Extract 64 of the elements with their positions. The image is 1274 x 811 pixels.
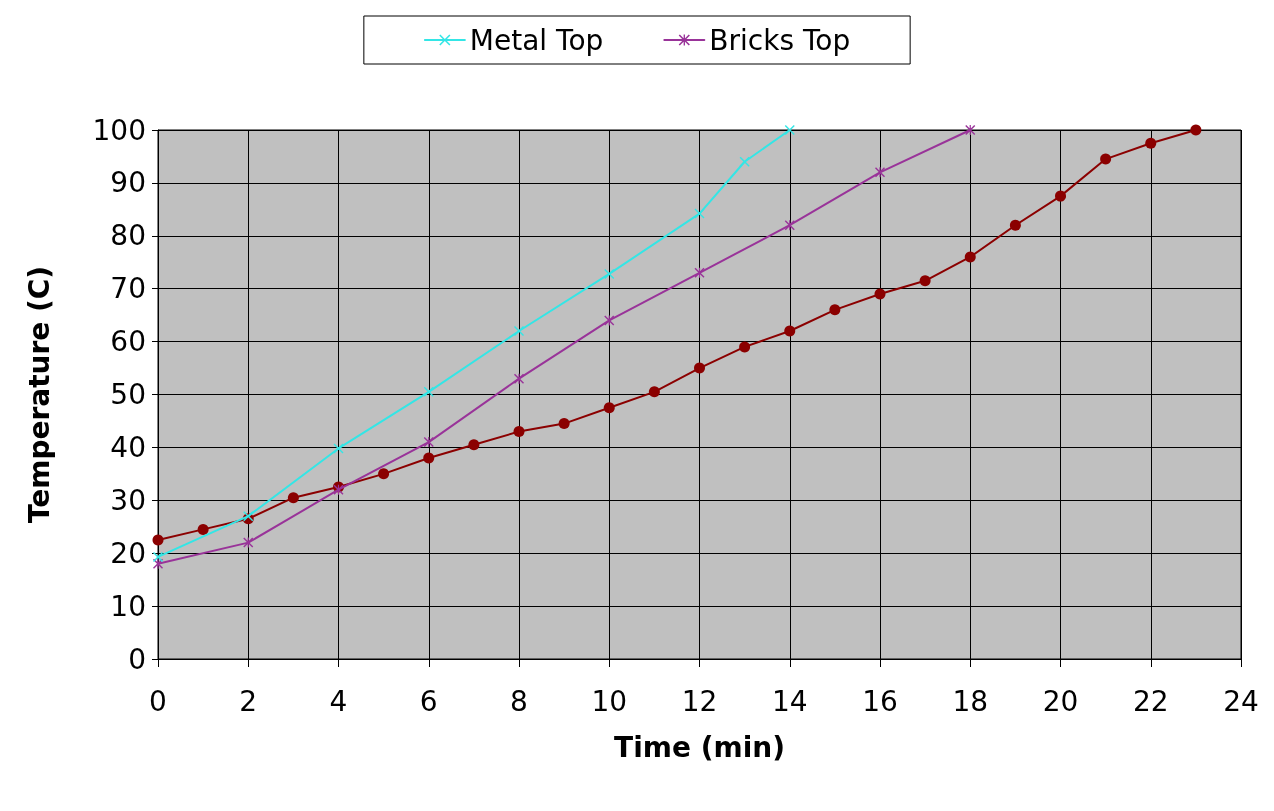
point: [919, 275, 931, 287]
point: [1055, 190, 1066, 202]
y-tick-label: 100: [92, 113, 146, 147]
y-tick-label: 50: [110, 378, 146, 411]
point: [784, 220, 795, 231]
y-tick-label: 10: [110, 589, 146, 623]
y-tick-label: 40: [110, 430, 146, 464]
x-axis-title: Time (min): [614, 730, 785, 764]
point: [423, 386, 434, 397]
point: [513, 426, 525, 438]
point: [514, 373, 524, 384]
point: [153, 558, 163, 569]
point: [964, 251, 976, 263]
point: [1100, 153, 1112, 165]
x-tick-label: 18: [952, 684, 989, 718]
x-tick-label: 22: [1132, 684, 1169, 718]
legend-label: Bricks Top: [709, 23, 851, 57]
point: [648, 386, 660, 398]
point: [694, 362, 705, 374]
point: [514, 326, 524, 337]
x-tick-label: 10: [591, 684, 628, 718]
x-tick-label: 8: [510, 684, 528, 718]
y-tick-label: 80: [110, 219, 146, 253]
point: [423, 452, 435, 464]
point: [694, 208, 705, 219]
point: [1190, 124, 1202, 136]
point: [784, 325, 796, 337]
point: [468, 439, 480, 451]
x-tick-label: 2: [239, 684, 258, 718]
x-tick-label: 14: [771, 684, 808, 718]
x-tick-label: 24: [1223, 684, 1259, 718]
point: [287, 492, 299, 504]
y-tick-label: 0: [128, 642, 146, 676]
point: [333, 443, 344, 454]
point: [829, 304, 841, 316]
point: [694, 267, 705, 278]
y-axis-title: Temperature (C): [22, 265, 56, 524]
y-tick-label: 60: [110, 325, 146, 359]
y-tick-label: 20: [110, 536, 146, 570]
point: [197, 523, 209, 535]
x-tick-label: 20: [1042, 684, 1079, 718]
point: [604, 268, 615, 279]
point: [965, 125, 976, 135]
point: [603, 402, 615, 414]
point: [423, 437, 434, 448]
point: [739, 341, 751, 353]
x-tick-label: 12: [681, 684, 718, 718]
y-tick-label: 30: [110, 483, 146, 517]
point: [1009, 219, 1021, 231]
point: [558, 418, 570, 430]
x-tick-label: 0: [149, 684, 167, 718]
point: [784, 125, 795, 135]
point: [1145, 137, 1157, 149]
legend-label: Metal Top: [469, 23, 604, 57]
point: [378, 468, 390, 480]
y-tick-label: 90: [110, 166, 146, 200]
y-tick-label: 70: [110, 272, 146, 306]
x-tick-label: 16: [862, 684, 898, 718]
point: [875, 167, 885, 178]
x-tick-label: 6: [419, 684, 438, 718]
point: [874, 288, 886, 300]
point: [739, 156, 750, 167]
x-tick-label: 4: [329, 684, 348, 718]
point: [152, 534, 164, 546]
